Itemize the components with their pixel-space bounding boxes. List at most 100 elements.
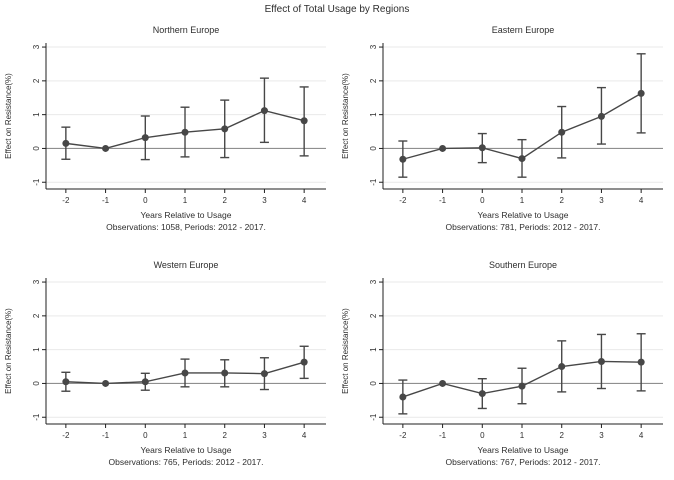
x-tick-label: -2 [62, 431, 70, 440]
data-point [260, 370, 268, 378]
x-tick-label: 1 [520, 431, 525, 440]
y-tick-label: 1 [369, 112, 378, 117]
x-tick-label: 3 [262, 431, 267, 440]
x-tick-label: 0 [480, 196, 485, 205]
x-tick-label: 0 [143, 431, 148, 440]
y-tick-label: 0 [32, 146, 41, 151]
x-tick-label: -1 [102, 196, 110, 205]
panel-caption: Observations: 765, Periods: 2012 - 2017. [109, 457, 264, 467]
x-tick-label: 4 [302, 431, 307, 440]
y-tick-label: -1 [369, 413, 378, 421]
figure: Effect of Total Usage by Regions Norther… [0, 4, 674, 470]
x-tick-label: -1 [102, 431, 110, 440]
x-axis-title: Years Relative to Usage [141, 445, 232, 455]
x-tick-label: -2 [62, 196, 70, 205]
data-point [597, 112, 605, 120]
data-point [637, 89, 645, 97]
y-axis-title: Effect on Resistance(%) [4, 73, 13, 159]
x-tick-label: 0 [143, 196, 148, 205]
data-point [102, 379, 110, 387]
x-tick-label: 4 [639, 196, 644, 205]
panel-caption: Observations: 767, Periods: 2012 - 2017. [446, 457, 601, 467]
chart-panel-southern-europe: Southern Europe -1 0 1 2 3 -2 -1 0 1 2 3 4 Effect on … [341, 260, 663, 467]
panel-caption: Observations: 781, Periods: 2012 - 2017. [446, 222, 601, 232]
panel-title: Northern Europe [153, 25, 220, 35]
x-tick-label: -1 [439, 196, 447, 205]
x-tick-label: 2 [222, 196, 227, 205]
data-point [102, 144, 110, 152]
x-tick-label: 2 [222, 431, 227, 440]
data-point [260, 107, 268, 115]
y-tick-label: 3 [369, 44, 378, 49]
data-point [141, 134, 149, 142]
y-tick-label: 1 [369, 347, 378, 352]
y-tick-label: 0 [32, 381, 41, 386]
y-tick-label: 2 [32, 78, 41, 83]
y-tick-label: -1 [369, 178, 378, 186]
y-tick-label: 3 [32, 279, 41, 284]
x-tick-label: 1 [520, 196, 525, 205]
figure-title: Effect of Total Usage by Regions [264, 4, 410, 15]
y-tick-label: 3 [32, 44, 41, 49]
y-tick-label: 0 [369, 381, 378, 386]
data-point [439, 144, 447, 152]
y-tick-label: 0 [369, 146, 378, 151]
x-axis-title: Years Relative to Usage [478, 445, 569, 455]
panel-title: Eastern Europe [492, 25, 555, 35]
y-axis-title: Effect on Resistance(%) [4, 308, 13, 394]
data-point [439, 379, 447, 387]
y-tick-label: 2 [32, 313, 41, 318]
data-point [62, 378, 70, 386]
x-tick-label: 3 [599, 431, 604, 440]
x-tick-label: 1 [183, 431, 188, 440]
data-point [518, 155, 526, 163]
chart-grid: Northern Europe -1 0 1 2 3 -2 -1 0 1 2 3 4 Effect on … [0, 21, 674, 470]
y-tick-label: 1 [32, 347, 41, 352]
y-axis-title: Effect on Resistance(%) [341, 308, 350, 394]
x-tick-label: 1 [183, 196, 188, 205]
data-point [181, 128, 189, 136]
data-point [399, 393, 407, 401]
x-tick-label: 2 [559, 431, 564, 440]
data-point [141, 378, 149, 386]
data-point [478, 390, 486, 398]
y-tick-label: 1 [32, 112, 41, 117]
data-point [300, 117, 308, 125]
x-tick-label: -1 [439, 431, 447, 440]
x-tick-label: 4 [639, 431, 644, 440]
data-point [558, 128, 566, 136]
data-point [62, 139, 70, 147]
y-axis-title: Effect on Resistance(%) [341, 73, 350, 159]
data-point [637, 358, 645, 366]
x-tick-label: 0 [480, 431, 485, 440]
data-point [181, 369, 189, 377]
chart-panel-western-europe: Western Europe -1 0 1 2 3 -2 -1 0 1 2 3 4 Effect on R… [4, 260, 326, 467]
x-tick-label: 3 [599, 196, 604, 205]
panel-caption: Observations: 1058, Periods: 2012 - 2017… [106, 222, 266, 232]
y-tick-label: 2 [369, 313, 378, 318]
x-tick-label: -2 [399, 196, 407, 205]
x-tick-label: 2 [559, 196, 564, 205]
data-point [597, 357, 605, 365]
chart-panel-eastern-europe: Eastern Europe -1 0 1 2 3 -2 -1 0 1 2 3 4 Effect on R… [341, 25, 663, 232]
data-point [399, 155, 407, 163]
data-point [300, 358, 308, 366]
y-tick-label: 3 [369, 279, 378, 284]
y-tick-label: -1 [32, 178, 41, 186]
panel-title: Southern Europe [489, 260, 557, 270]
x-tick-label: 3 [262, 196, 267, 205]
x-axis-title: Years Relative to Usage [141, 210, 232, 220]
data-point [221, 125, 229, 133]
x-tick-label: 4 [302, 196, 307, 205]
data-point [478, 144, 486, 152]
x-tick-label: -2 [399, 431, 407, 440]
y-tick-label: 2 [369, 78, 378, 83]
data-point [221, 369, 229, 377]
panel-title: Western Europe [154, 260, 219, 270]
data-point [558, 363, 566, 371]
x-axis-title: Years Relative to Usage [478, 210, 569, 220]
chart-panel-northern-europe: Northern Europe -1 0 1 2 3 -2 -1 0 1 2 3 4 Effect on … [4, 25, 326, 232]
data-point [518, 382, 526, 390]
y-tick-label: -1 [32, 413, 41, 421]
